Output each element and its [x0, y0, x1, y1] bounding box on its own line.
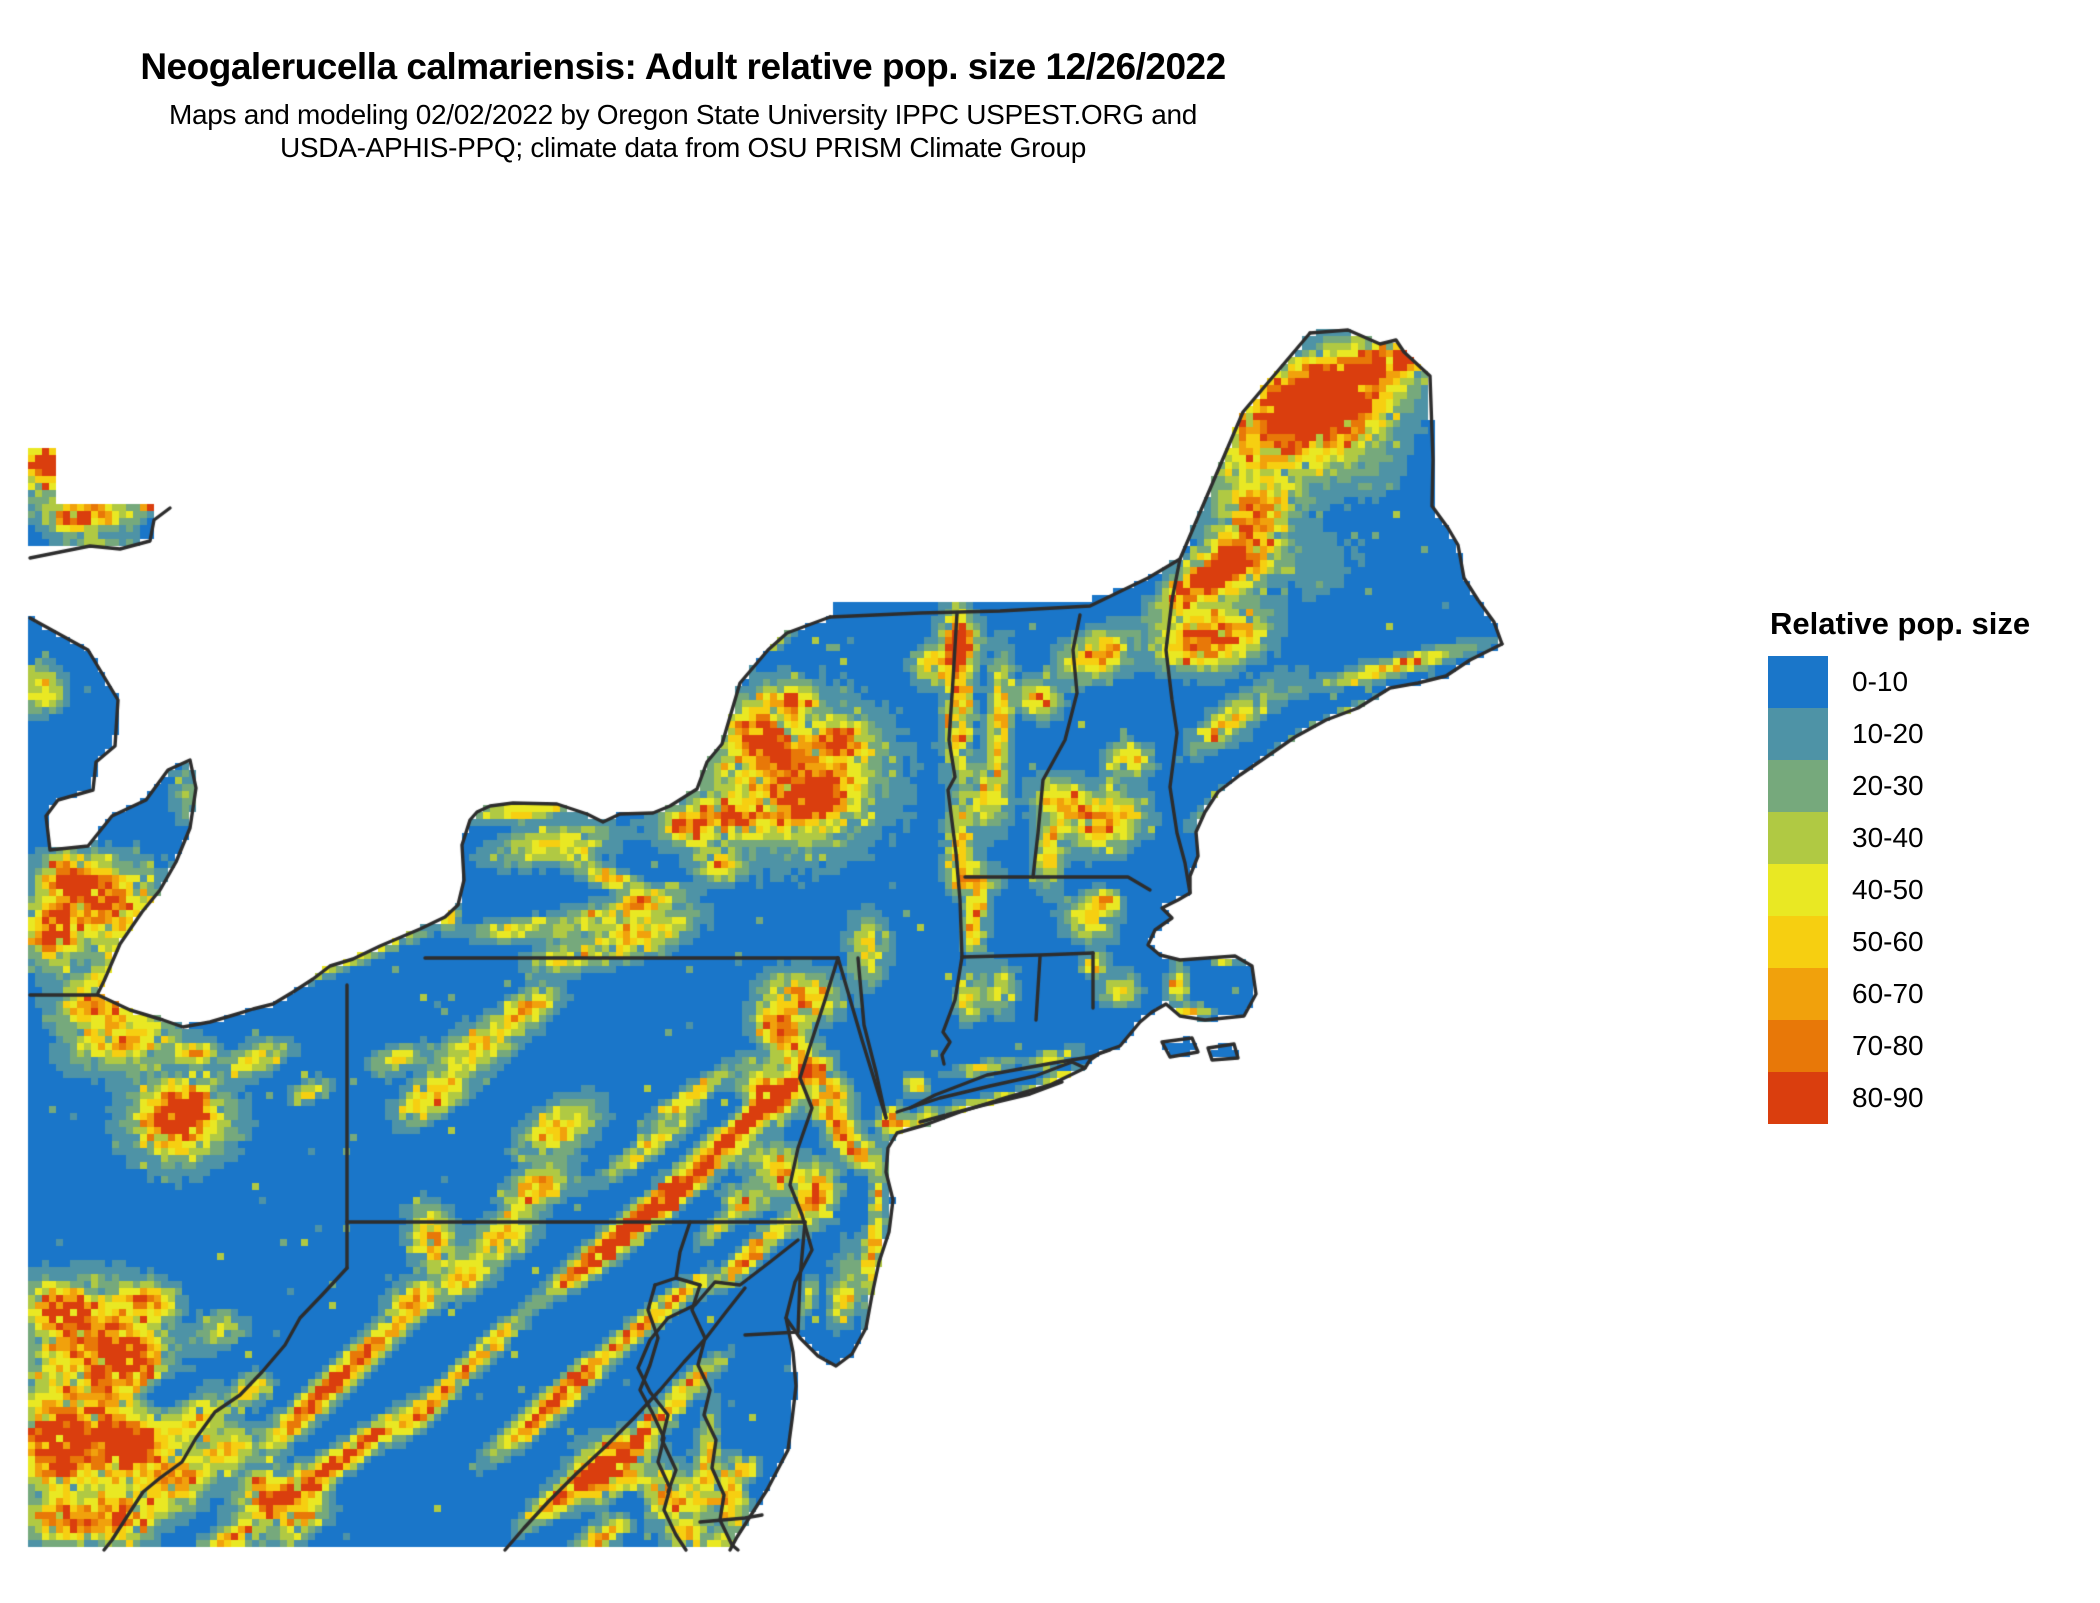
legend-label: 40-50: [1852, 874, 1924, 905]
legend-swatch: [1768, 760, 1828, 812]
legend-entries: 0-10 10-20 20-30 30-40 40-50 50-60 60-70 70-80 8…: [1768, 656, 2088, 1124]
map-header: Neogalerucella calmariensis: Adult relat…: [0, 46, 1366, 164]
legend-entry: 70-80: [1768, 1020, 2088, 1072]
legend-label: 60-70: [1852, 978, 1924, 1009]
legend-entry: 10-20: [1768, 708, 2088, 760]
legend-swatch: [1768, 1020, 1828, 1072]
map-subtitle-line1: Maps and modeling 02/02/2022 by Oregon S…: [168, 99, 1198, 130]
legend-label: 30-40: [1852, 822, 1924, 853]
legend-title: Relative pop. size: [1770, 606, 2031, 641]
legend-entry: 0-10: [1768, 656, 2088, 708]
legend-entry: 50-60: [1768, 916, 2088, 968]
legend-entry: 40-50: [1768, 864, 2088, 916]
legend: Relative pop. size 0-10 10-20 20-30 30-40 40…: [1768, 606, 2088, 1124]
map-subtitle-line2: USDA-APHIS-PPQ; climate data from OSU PR…: [279, 132, 1086, 163]
legend-entry: 80-90: [1768, 1072, 2088, 1124]
legend-swatch: [1768, 968, 1828, 1020]
legend-swatch: [1768, 812, 1828, 864]
legend-swatch: [1768, 864, 1828, 916]
legend-label: 20-30: [1852, 770, 1924, 801]
legend-entry: 30-40: [1768, 812, 2088, 864]
legend-label: 70-80: [1852, 1030, 1924, 1061]
legend-swatch: [1768, 656, 1828, 708]
legend-entry: 60-70: [1768, 968, 2088, 1020]
legend-label: 80-90: [1852, 1082, 1924, 1113]
legend-label: 0-10: [1852, 666, 1909, 697]
map-subtitle: Maps and modeling 02/02/2022 by Oregon S…: [0, 98, 1366, 164]
map-title: Neogalerucella calmariensis: Adult relat…: [140, 46, 1226, 87]
legend-swatch: [1768, 708, 1828, 760]
legend-label: 50-60: [1852, 926, 1924, 957]
legend-swatch: [1768, 1072, 1828, 1124]
legend-swatch: [1768, 916, 1828, 968]
legend-label: 10-20: [1852, 718, 1924, 749]
legend-entry: 20-30: [1768, 760, 2088, 812]
